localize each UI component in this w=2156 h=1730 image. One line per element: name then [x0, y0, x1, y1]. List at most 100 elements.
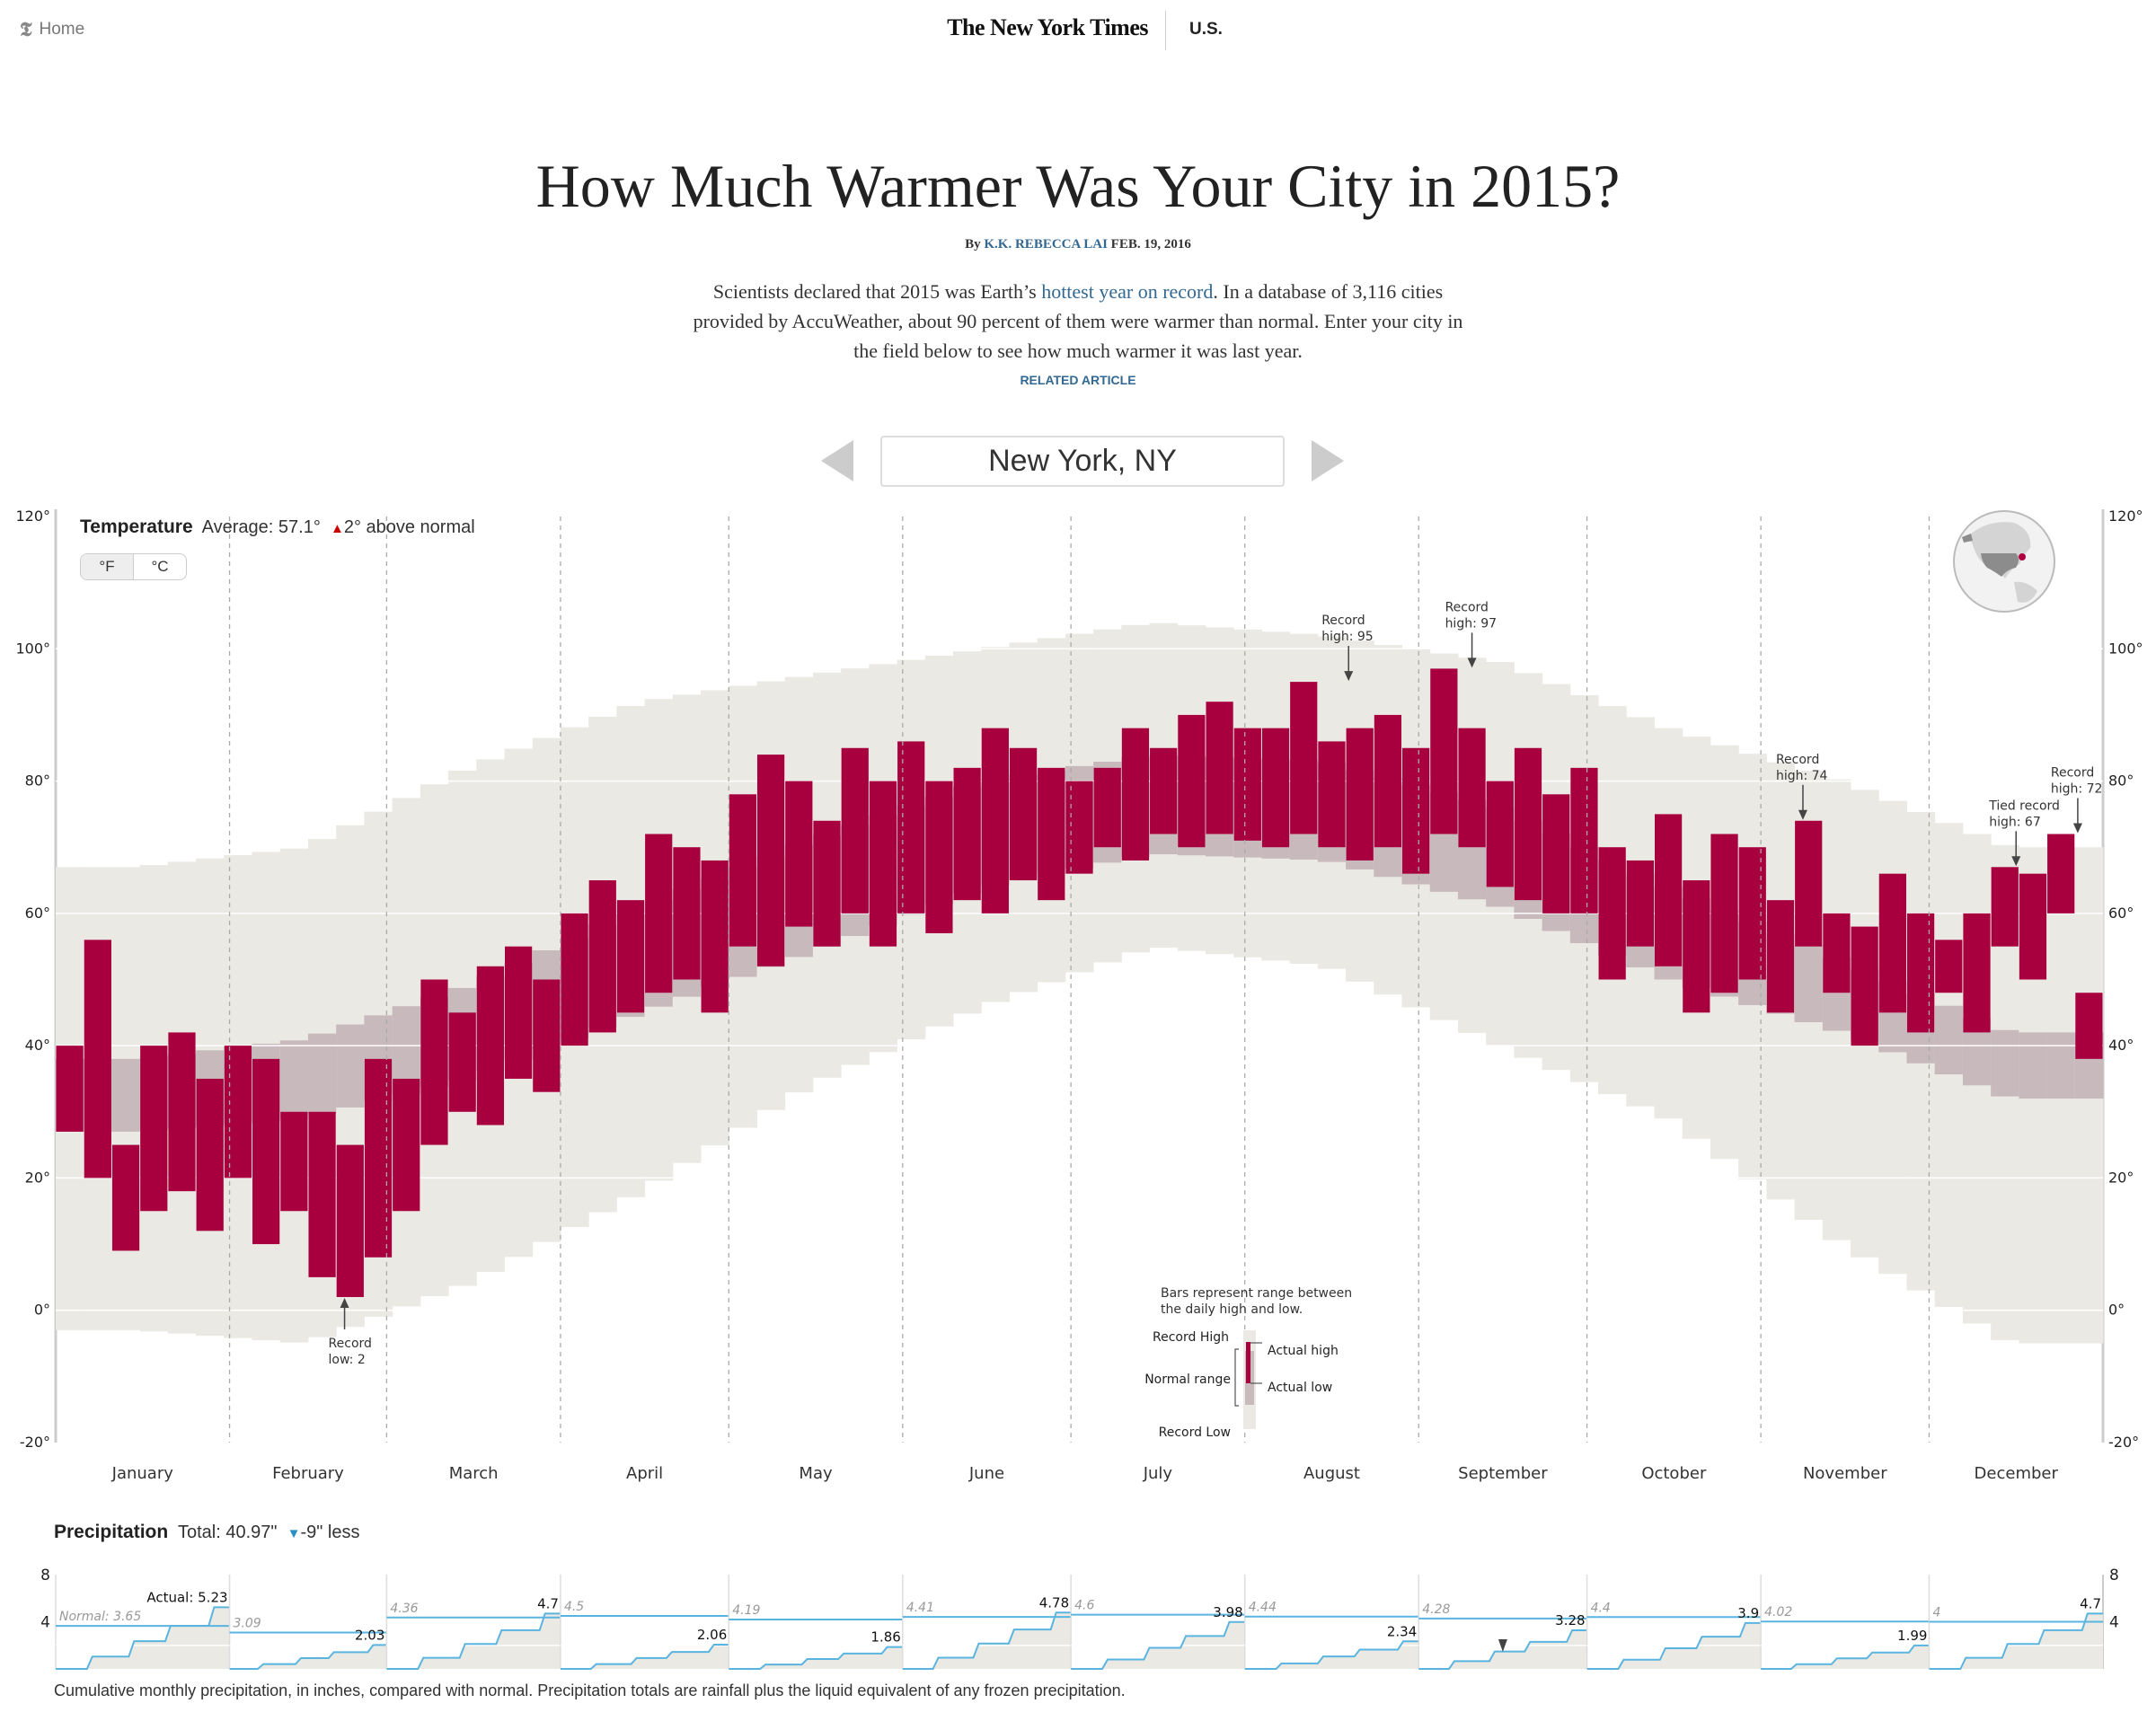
actual-temperature-bar: [1738, 847, 1766, 980]
actual-temperature-bar: [1065, 781, 1093, 874]
actual-temperature-bar: [448, 1012, 476, 1112]
annotation-arrow-icon: [1467, 658, 1477, 668]
actual-temperature-bar: [224, 1046, 252, 1178]
unit-celsius-button[interactable]: °C: [151, 558, 169, 575]
precipitation-delta: -9" less: [300, 1523, 360, 1542]
previous-city-arrow-icon[interactable]: [821, 440, 853, 481]
normal-range-bar: [279, 1040, 309, 1120]
legend-actual-swatch: [1246, 1342, 1250, 1383]
annotation: Record high: 74: [1776, 753, 1828, 820]
legend-record-high: Record High: [1153, 1330, 1229, 1345]
actual-temperature-bar: [1458, 728, 1486, 848]
actual-temperature-bar: [645, 834, 673, 993]
actual-temperature-bar: [1963, 913, 1991, 1033]
author-link[interactable]: K.K. REBECCA LAI: [984, 237, 1108, 252]
actual-temperature-bar: [588, 880, 616, 1033]
annotation-label: Record high: 74: [1776, 753, 1828, 783]
legend-record-low: Record Low: [1159, 1425, 1231, 1440]
normal-range-bar: [1991, 1029, 2019, 1097]
header-divider: [1165, 11, 1166, 50]
annotation: Record high: 97: [1445, 600, 1497, 668]
actual-temperature-bar: [953, 767, 981, 901]
annotation-label: Tied record high: 67: [1988, 799, 2060, 829]
legend-note: Bars represent range between the daily hi…: [1161, 1286, 1352, 1317]
publish-date: FEB. 19, 2016: [1110, 237, 1191, 252]
byline: By K.K. REBECCA LAI FEB. 19, 2016: [0, 237, 2156, 252]
temperature-label: Temperature: [80, 516, 193, 537]
temperature-average: Average: 57.1°: [201, 517, 321, 537]
month-label: April: [626, 1464, 663, 1483]
actual-temperature-bar: [1374, 714, 1402, 848]
city-input[interactable]: New York, NY: [880, 436, 1285, 487]
actual-temperature-bar: [1626, 860, 1654, 947]
actual-temperature-bar: [308, 1111, 336, 1277]
temperature-header: Temperature Average: 57.1° ▲2° above nor…: [80, 516, 475, 538]
annotation-label: Record high: 72: [2051, 765, 2103, 796]
month-label: October: [1641, 1464, 1707, 1483]
actual-temperature-bar: [1991, 867, 2019, 947]
normal-range-bar: [1794, 945, 1824, 1023]
related-article-link[interactable]: RELATED ARTICLE: [1020, 373, 1136, 387]
actual-temperature-bar: [56, 1046, 84, 1132]
actual-temperature-bar: [1038, 767, 1065, 901]
annotation: Record low: 2: [329, 1297, 372, 1367]
actual-temperature-bar: [1878, 873, 1906, 1013]
actual-temperature-bar: [897, 741, 925, 914]
down-triangle-icon: ▼: [287, 1526, 301, 1541]
normal-range-bar: [1934, 1005, 1964, 1075]
actual-temperature-bar: [1851, 926, 1878, 1046]
section-link[interactable]: U.S.: [1189, 20, 1223, 39]
y-tick-label-left: 20°: [25, 1169, 50, 1186]
actual-temperature-bar: [420, 979, 448, 1145]
y-tick-label-left: 120°: [15, 508, 50, 525]
actual-temperature-bar: [841, 747, 869, 914]
normal-range-bar: [307, 1033, 337, 1115]
annotation-arrow-icon: [340, 1297, 349, 1308]
actual-temperature-bar: [1514, 747, 1542, 901]
actual-temperature-bar: [616, 900, 645, 1013]
actual-temperature-bar: [1906, 913, 1935, 1033]
actual-temperature-bar: [505, 946, 533, 1079]
hottest-year-link[interactable]: hottest year on record: [1041, 280, 1214, 303]
precipitation-caption: Cumulative monthly precipitation, in inc…: [54, 1681, 1126, 1699]
actual-temperature-bar: [729, 794, 756, 947]
month-label: September: [1458, 1464, 1548, 1483]
actual-temperature-bar: [252, 1058, 280, 1245]
unit-fahrenheit-button[interactable]: °F: [81, 554, 134, 579]
actual-temperature-bar: [785, 781, 813, 927]
month-label: November: [1803, 1464, 1887, 1483]
up-triangle-icon: ▲: [330, 521, 344, 536]
actual-temperature-bar: [1402, 747, 1430, 874]
legend-bracket: [1234, 1348, 1239, 1407]
annotation-label: Record low: 2: [329, 1337, 372, 1367]
y-tick-label-right: 120°: [2108, 508, 2143, 525]
month-label: February: [272, 1464, 344, 1483]
actual-temperature-bar: [1710, 834, 1738, 993]
intro-block: Scientists declared that 2015 was Earth’…: [647, 277, 1509, 387]
annotation: Record high: 95: [1321, 613, 1374, 682]
next-city-arrow-icon[interactable]: [1312, 440, 1344, 481]
nyt-logo[interactable]: The New York Times: [947, 14, 1148, 40]
actual-temperature-bar: [1290, 682, 1318, 834]
normal-range-bar: [336, 1024, 365, 1108]
actual-temperature-bar: [1766, 900, 1795, 1013]
y-tick-label-right: 40°: [2108, 1037, 2134, 1054]
unit-toggle[interactable]: °F °C: [80, 553, 187, 580]
actual-temperature-bar: [393, 1078, 420, 1212]
actual-temperature-bar: [1261, 728, 1290, 848]
home-link[interactable]: 𝕿 Home: [20, 18, 84, 41]
chart-legend: Bars represent range between the daily hi…: [1144, 1286, 1352, 1440]
nyt-t-icon: 𝕿: [20, 18, 32, 41]
month-label: June: [968, 1464, 1004, 1483]
actual-temperature-bar: [673, 847, 701, 980]
actual-temperature-bar: [1598, 847, 1626, 980]
actual-temperature-bar: [561, 913, 588, 1046]
legend-normal-range: Normal range: [1144, 1373, 1231, 1387]
legend-actual-low: Actual low: [1268, 1381, 1332, 1395]
temperature-delta: 2° above normal: [343, 517, 475, 537]
y-tick-label-right: 100°: [2108, 640, 2143, 657]
month-label: December: [1975, 1464, 2059, 1483]
actual-temperature-bar: [1823, 913, 1851, 993]
y-tick-label-left: 40°: [25, 1037, 50, 1054]
